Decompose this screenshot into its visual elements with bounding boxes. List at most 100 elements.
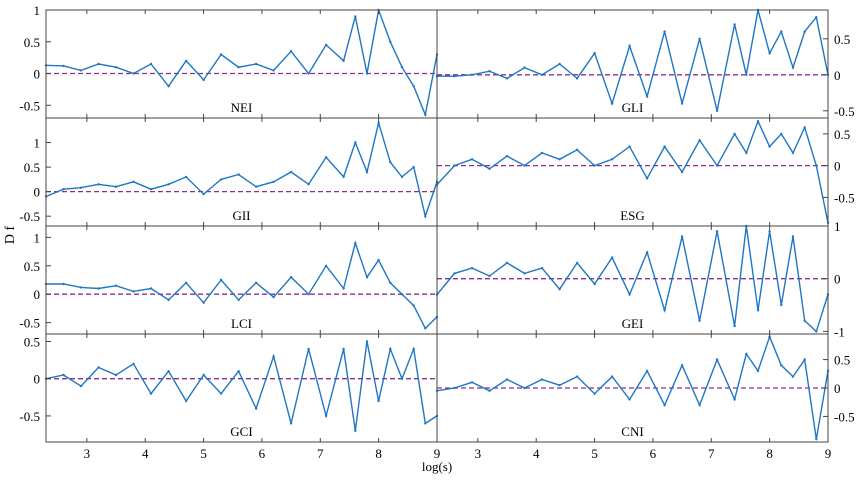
data-point <box>745 352 748 356</box>
x-tick-label: 5 <box>200 446 207 461</box>
series-line-nei <box>46 10 437 118</box>
data-point <box>412 165 415 169</box>
series-line-gei <box>437 226 828 333</box>
panel-label: ESG <box>620 208 645 223</box>
data-point <box>628 293 631 296</box>
x-tick-label: 9 <box>825 446 832 461</box>
data-point <box>400 66 404 69</box>
data-point <box>424 113 427 117</box>
y-tick-label: 0.5 <box>834 127 850 142</box>
data-point <box>488 389 491 392</box>
data-point <box>289 50 293 53</box>
data-point <box>540 378 544 381</box>
data-point <box>342 287 345 290</box>
data-point <box>237 370 240 373</box>
data-point <box>202 373 205 377</box>
data-point <box>62 188 65 191</box>
data-point <box>354 15 357 18</box>
y-tick-label: 0.5 <box>834 32 850 47</box>
panel-gii: -0.5 0 0.5 1 GII <box>19 117 439 227</box>
y-tick-label: 0.5 <box>24 259 40 274</box>
panel-gci: -0.5 0 0.5 GCI <box>19 333 439 443</box>
series-line-lci <box>46 240 437 330</box>
data-point <box>698 319 701 322</box>
data-point <box>97 287 100 290</box>
data-point <box>377 121 380 125</box>
data-point <box>523 272 526 275</box>
data-point <box>79 186 83 189</box>
data-point <box>324 264 328 267</box>
x-tick-label: 6 <box>650 446 657 461</box>
y-tick-label: 0 <box>34 185 41 200</box>
data-point <box>114 373 118 377</box>
x-tick-label: 3 <box>475 446 482 461</box>
data-point <box>97 366 100 369</box>
y-tick-label: -0.5 <box>19 209 40 224</box>
data-point <box>62 282 65 286</box>
y-tick-label: 0 <box>834 159 841 174</box>
data-point <box>680 235 684 238</box>
data-point <box>97 62 100 66</box>
data-point <box>680 170 684 174</box>
y-tick-label: 0 <box>834 68 841 83</box>
data-point <box>768 145 771 148</box>
data-point <box>202 301 205 304</box>
data-point <box>114 185 118 188</box>
x-tick-label: 5 <box>591 446 598 461</box>
series-line-gci <box>46 341 437 431</box>
data-point <box>149 392 153 395</box>
data-point <box>645 177 649 180</box>
data-point <box>558 384 561 387</box>
data-point <box>365 276 369 279</box>
data-point <box>365 340 369 343</box>
panel-label: GII <box>232 208 250 223</box>
data-point <box>254 281 258 284</box>
data-point <box>289 422 293 425</box>
data-point <box>412 85 415 88</box>
x-tick-label: 3 <box>84 446 91 461</box>
data-point <box>780 364 783 367</box>
data-point <box>149 62 153 66</box>
data-point <box>791 235 795 238</box>
data-point <box>79 69 83 72</box>
data-point <box>400 377 404 380</box>
panel-label: GLI <box>622 100 644 115</box>
data-point <box>523 66 526 69</box>
x-tick-label: 7 <box>317 446 324 461</box>
y-tick-label: 0.5 <box>834 353 850 368</box>
data-point <box>354 141 357 144</box>
data-point <box>307 347 310 351</box>
panel-nei: -0.5 0 0.5 1 NEI <box>19 3 439 119</box>
data-point <box>342 59 345 62</box>
x-tick-label: 8 <box>766 446 773 461</box>
panel-gei: -1 0 1 GEI <box>435 219 845 339</box>
data-point <box>97 183 100 186</box>
data-point <box>470 381 474 384</box>
data-point <box>377 258 380 262</box>
y-tick-label: 1 <box>34 3 41 18</box>
data-point <box>803 358 806 361</box>
data-point <box>237 298 240 302</box>
data-point <box>540 73 544 77</box>
panel-label: CNI <box>621 424 643 439</box>
x-axis-label: log(s) <box>422 459 452 474</box>
data-point <box>540 151 544 155</box>
data-point <box>756 369 760 373</box>
data-point <box>354 429 357 432</box>
y-tick-label: -1 <box>834 324 845 339</box>
data-point <box>815 438 818 441</box>
data-point <box>254 185 258 188</box>
data-point <box>167 298 170 302</box>
data-point <box>132 72 135 75</box>
x-tick-label: 6 <box>259 446 266 461</box>
data-point <box>803 319 806 322</box>
data-point <box>184 399 188 403</box>
data-point <box>272 69 275 72</box>
data-point <box>470 73 474 77</box>
data-point <box>733 23 736 26</box>
panel-label: GCI <box>230 424 252 439</box>
data-point <box>237 66 240 69</box>
data-point <box>558 158 561 161</box>
data-point <box>745 73 748 77</box>
y-tick-label: -0.5 <box>19 316 40 331</box>
